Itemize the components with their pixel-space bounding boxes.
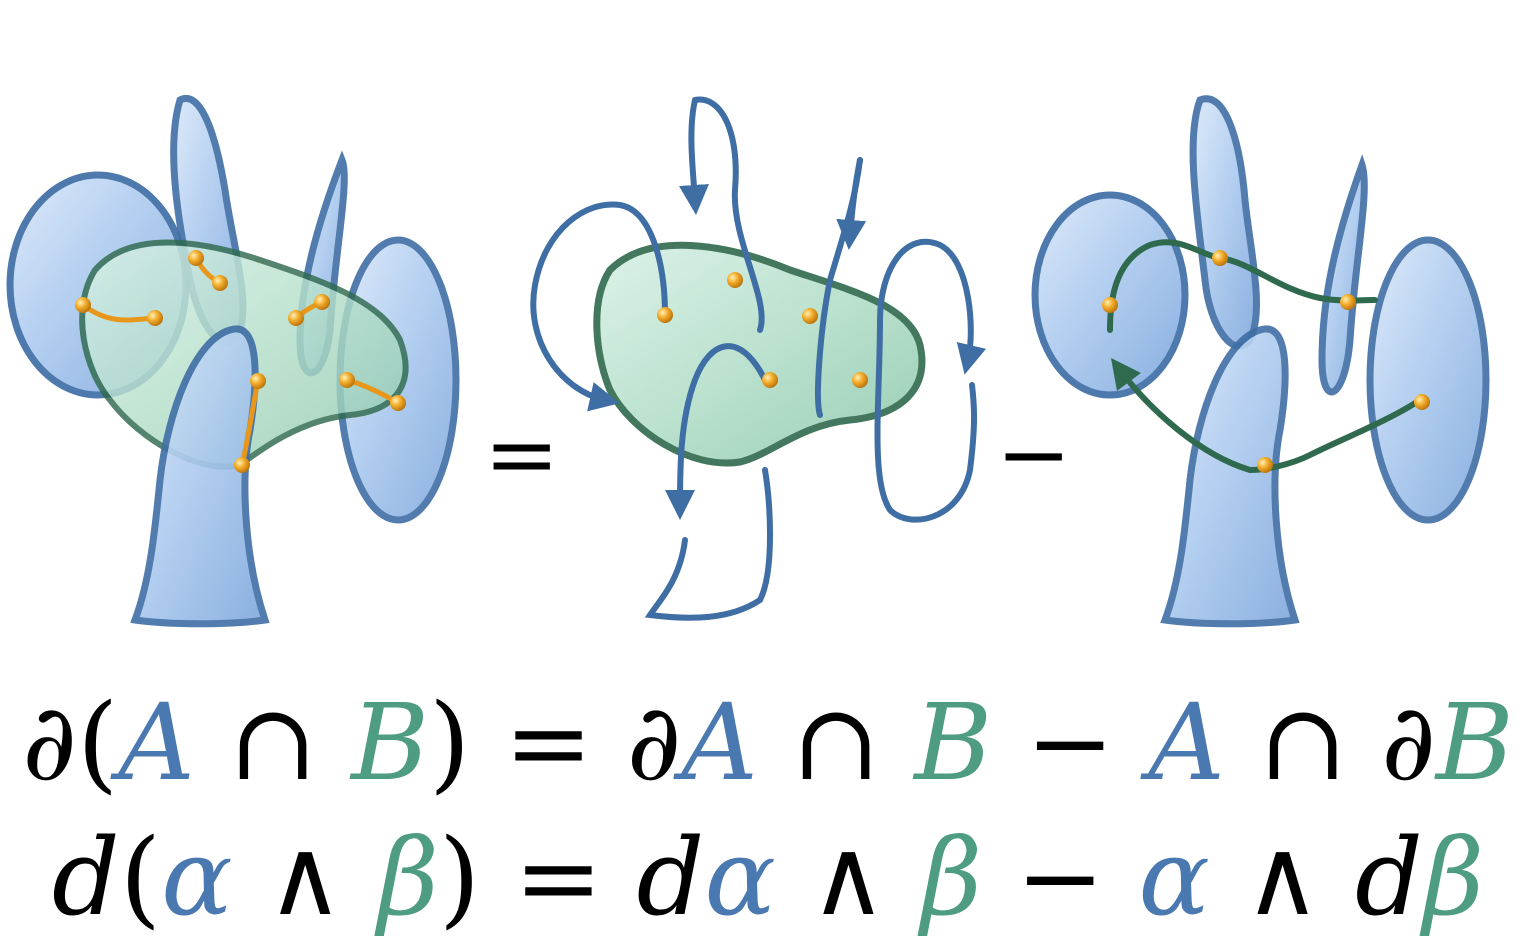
eq-text: ) = ∂ bbox=[429, 681, 682, 804]
exterior-derivative: d bbox=[51, 816, 120, 939]
panel-boundary-A-cap-B bbox=[530, 96, 987, 621]
eq-text: ∧ bbox=[232, 816, 378, 939]
eq-text: ) = bbox=[438, 816, 637, 939]
differential-form-equation: d(α ∧ β) = dα ∧ β − α ∧ dβ bbox=[0, 825, 1536, 931]
eq-text: ∩ bbox=[757, 681, 915, 804]
minus-operator: − bbox=[996, 402, 1072, 507]
boundary-intersection-points bbox=[1102, 250, 1430, 473]
set-B: B bbox=[351, 681, 430, 804]
blue-surface-right-disk bbox=[1366, 236, 1490, 524]
eq-text: ∂( bbox=[22, 681, 119, 804]
form-alpha: α bbox=[704, 816, 776, 939]
boundary-curves-A bbox=[530, 96, 987, 621]
set-B: B bbox=[914, 681, 993, 804]
form-beta: β bbox=[1422, 816, 1485, 939]
set-A: A bbox=[1148, 681, 1225, 804]
green-surface-B bbox=[593, 241, 926, 467]
blue-surface-left-disk bbox=[1031, 191, 1189, 399]
form-alpha: α bbox=[1138, 816, 1211, 939]
eq-text: ∧ bbox=[1210, 816, 1355, 939]
blue-surface-stem bbox=[1160, 325, 1300, 628]
exterior-derivative: d bbox=[636, 816, 705, 939]
blue-surface-tall-fin bbox=[1189, 95, 1260, 350]
set-B: B bbox=[1435, 681, 1514, 804]
eq-text: ∧ bbox=[775, 816, 921, 939]
form-beta: β bbox=[920, 816, 983, 939]
eq-text: − bbox=[982, 816, 1139, 939]
intersection-points bbox=[75, 250, 406, 473]
eq-text: ∩ bbox=[194, 681, 352, 804]
equals-operator: = bbox=[484, 402, 560, 507]
form-beta: β bbox=[377, 816, 439, 939]
set-A: A bbox=[681, 681, 758, 804]
form-alpha: α bbox=[161, 816, 233, 939]
boundary-intersection-points bbox=[657, 272, 868, 388]
eq-text: ∩ ∂ bbox=[1224, 681, 1436, 804]
stokes-product-rule-illustration bbox=[6, 95, 1490, 628]
exterior-derivative: d bbox=[1355, 816, 1423, 939]
eq-text: ( bbox=[119, 816, 162, 939]
eq-text: − bbox=[992, 681, 1149, 804]
blue-surface-narrow-fin bbox=[1318, 154, 1368, 396]
set-A: A bbox=[118, 681, 195, 804]
panel-A-cap-boundary-B bbox=[1031, 95, 1490, 628]
panel-intersection bbox=[6, 95, 460, 628]
set-boundary-equation: ∂(A ∩ B) = ∂A ∩ B − A ∩ ∂B bbox=[0, 690, 1536, 796]
